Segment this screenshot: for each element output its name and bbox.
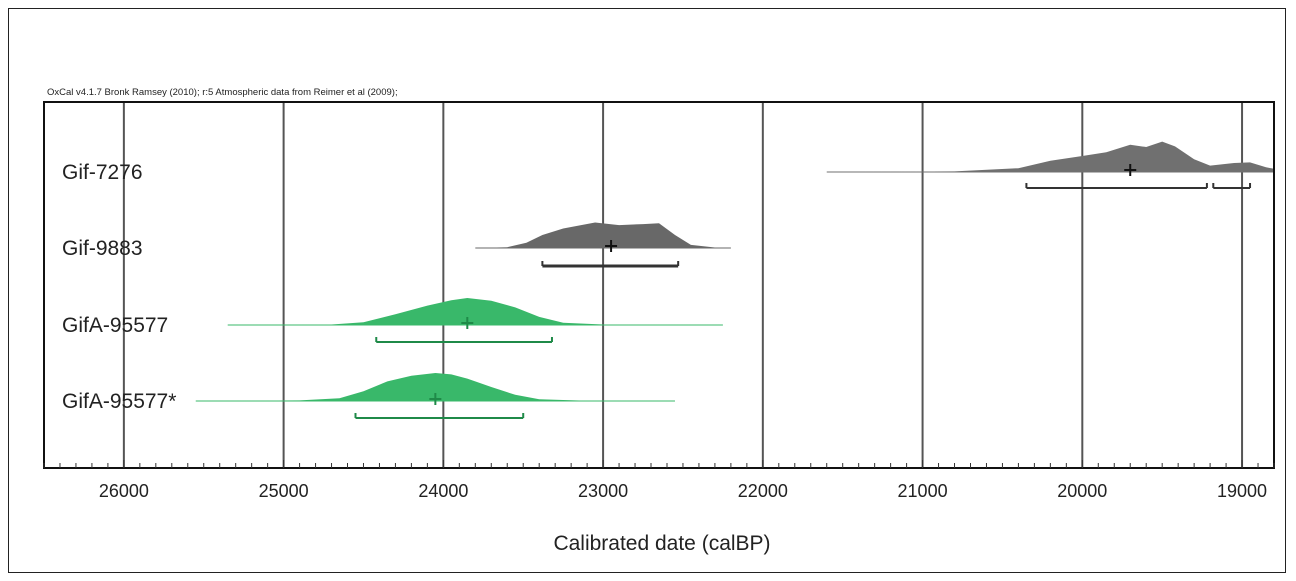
x-tick-label: 20000 bbox=[1057, 481, 1107, 501]
density-area bbox=[475, 222, 731, 248]
series-gif-9883: Gif-9883 bbox=[62, 222, 731, 268]
x-axis-label: Calibrated date (calBP) bbox=[553, 532, 770, 555]
x-tick-label: 25000 bbox=[259, 481, 309, 501]
series-gifa-95577: GifA-95577 bbox=[62, 298, 723, 343]
x-tick-label: 22000 bbox=[738, 481, 788, 501]
x-tick-label: 21000 bbox=[898, 481, 948, 501]
x-tick-label: 19000 bbox=[1217, 481, 1267, 501]
figure-frame bbox=[8, 8, 1286, 573]
x-tick-label: 24000 bbox=[418, 481, 468, 501]
grid-lines bbox=[122, 102, 1244, 468]
x-axis: 26000 25000 24000 23000 22000 21000 20000 19000 bbox=[43, 460, 1275, 501]
density-area bbox=[227, 298, 723, 325]
series-gif-7276: Gif-7276 bbox=[62, 141, 1274, 189]
x-tick-label: 23000 bbox=[578, 481, 628, 501]
density-area bbox=[195, 373, 676, 401]
plot-area bbox=[43, 101, 1275, 469]
series-label: GifA-95577* bbox=[62, 390, 176, 413]
series-label: Gif-7276 bbox=[62, 161, 143, 184]
series-gifa-95577-: GifA-95577* bbox=[62, 373, 676, 419]
density-area bbox=[826, 141, 1274, 172]
series-label: GifA-95577 bbox=[62, 314, 168, 337]
x-tick-label: 26000 bbox=[99, 481, 149, 501]
series-label: Gif-9883 bbox=[62, 237, 143, 260]
oxcal-header: OxCal v4.1.7 Bronk Ramsey (2010); r:5 At… bbox=[47, 87, 398, 98]
series-group: Gif-7276 Gif-9883 GifA-95577 GifA-95577* bbox=[62, 141, 1274, 419]
